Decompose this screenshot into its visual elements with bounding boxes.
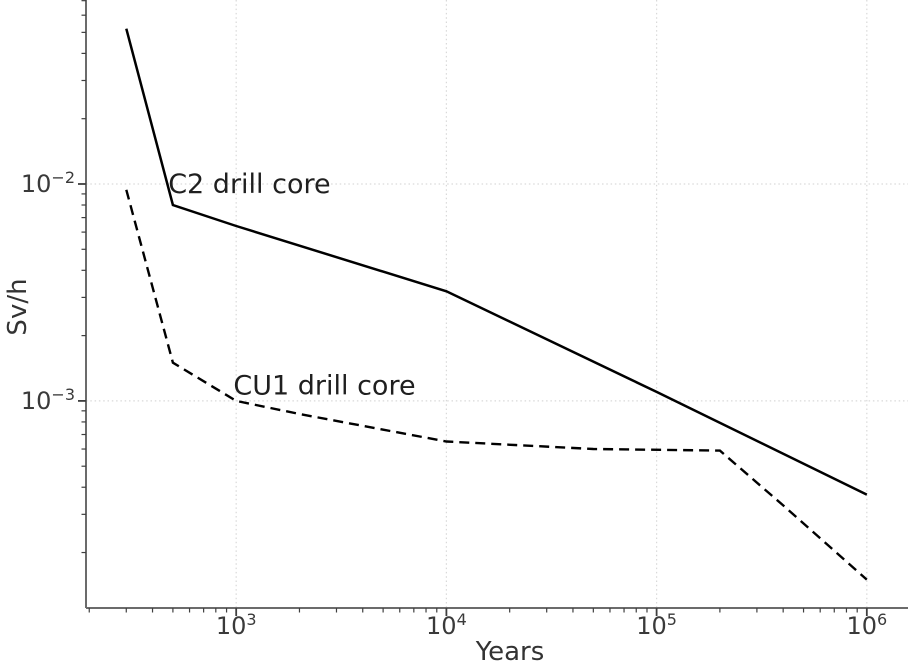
x-tick-label: 103 — [216, 610, 257, 640]
series-label-cu1-drill-core: CU1 drill core — [233, 370, 415, 401]
x-tick-label: 105 — [636, 610, 677, 640]
y-tick-label: 10−2 — [21, 168, 75, 198]
spines-layer — [85, 0, 908, 609]
tick-labels-layer: 103 104 105 106 10−2 10−3 — [21, 168, 887, 640]
y-axis-label: Sv/h — [3, 278, 33, 335]
x-axis-label: Years — [475, 637, 545, 664]
annotations-layer: C2 drill core CU1 drill core — [168, 169, 415, 401]
series-line-c2-drill-core — [125, 28, 868, 496]
ticks-layer — [78, 0, 868, 616]
gridlines-layer — [86, 0, 908, 608]
x-tick-label: 106 — [846, 610, 887, 640]
series-label-c2-drill-core: C2 drill core — [168, 169, 330, 200]
series-layer — [125, 28, 868, 581]
y-tick-label: 10−3 — [21, 385, 75, 415]
series-line-cu1-drill-core — [125, 189, 868, 581]
x-tick-label: 104 — [426, 610, 467, 640]
